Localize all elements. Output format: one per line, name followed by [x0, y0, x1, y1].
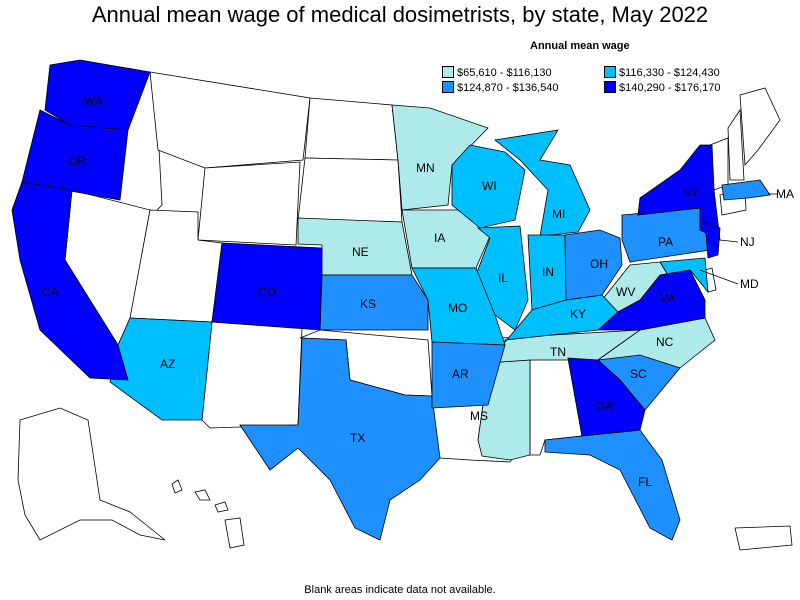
label-AR: AR	[452, 367, 469, 381]
legend-swatch-tier-1	[442, 66, 454, 78]
label-WA: WA	[84, 94, 103, 108]
map-title: Annual mean wage of medical dosimetrists…	[91, 2, 709, 27]
leader-line-md	[699, 269, 739, 285]
label-MO: MO	[448, 301, 467, 315]
legend-label-tier-1: $65,610 - $116,130	[457, 67, 552, 79]
state-ME	[739, 87, 781, 166]
state-NY	[637, 144, 721, 241]
state-ND	[304, 97, 399, 161]
label-IN: IN	[542, 265, 554, 279]
legend-item-tier-4: $140,290 - $176,170	[604, 81, 721, 94]
label-PA: PA	[658, 235, 673, 249]
label-NC: NC	[656, 335, 674, 349]
label-WV: WV	[616, 285, 635, 299]
label-VA: VA	[660, 291, 675, 305]
label-NE: NE	[352, 245, 369, 259]
legend-label-tier-2: $116,330 - $124,430	[619, 67, 720, 79]
legend-swatch-tier-3	[442, 81, 454, 93]
state-MI	[494, 129, 591, 237]
label-NJ: NJ	[740, 235, 755, 249]
state-CO	[211, 242, 323, 331]
legend-swatch-tier-4	[604, 81, 616, 93]
label-OH: OH	[590, 257, 608, 271]
label-MI: MI	[552, 207, 565, 221]
label-MD: MD	[740, 277, 759, 291]
label-MN: MN	[416, 161, 435, 175]
leader-line-nj	[719, 239, 739, 243]
label-MS: MS	[470, 409, 488, 423]
label-TN: TN	[550, 345, 566, 359]
state-AR	[431, 341, 506, 409]
label-OR: OR	[68, 154, 86, 168]
territory-PR	[734, 525, 793, 551]
legend-label-tier-4: $140,290 - $176,170	[619, 82, 721, 94]
state-WI	[451, 144, 526, 229]
legend-swatch-tier-2	[604, 66, 616, 78]
state-MD	[659, 257, 709, 294]
legend-label-tier-3: $124,870 - $136,540	[457, 82, 559, 94]
label-TX: TX	[350, 431, 365, 445]
label-AZ: AZ	[160, 357, 175, 371]
state-MN	[391, 104, 489, 211]
label-FL: FL	[638, 475, 652, 489]
state-WY	[197, 161, 301, 246]
label-GA: GA	[596, 399, 613, 413]
label-IL: IL	[498, 271, 508, 285]
legend-item-tier-2: $116,330 - $124,430	[604, 66, 720, 79]
label-CA: CA	[42, 285, 59, 299]
state-FL	[544, 429, 681, 541]
state-KY	[504, 294, 619, 344]
state-MT	[149, 71, 311, 169]
legend-title: Annual mean wage	[530, 40, 630, 52]
state-SD	[297, 157, 403, 223]
legend-item-tier-3: $124,870 - $136,540	[442, 81, 559, 94]
state-NM	[201, 321, 303, 429]
state-AK	[17, 407, 166, 541]
state-HI	[171, 479, 245, 549]
state-OH	[564, 229, 623, 301]
state-NH	[727, 108, 745, 181]
label-KS: KS	[360, 297, 376, 311]
label-IA: IA	[434, 231, 445, 245]
footnote: Blank areas indicate data not available.	[304, 584, 496, 596]
label-WI: WI	[482, 179, 497, 193]
leader-lines	[699, 193, 778, 285]
state-MA	[721, 179, 771, 201]
state-CA	[11, 181, 129, 381]
state-OR	[21, 109, 129, 201]
tier-4-states	[11, 59, 721, 437]
label-NY: NY	[682, 185, 699, 199]
state-IL	[475, 225, 529, 331]
state-NJ	[704, 221, 721, 259]
tier-3-states	[239, 179, 771, 541]
label-CO: CO	[258, 285, 276, 299]
state-VA	[596, 269, 706, 331]
state-TX	[239, 337, 441, 541]
state-GA	[567, 357, 646, 437]
legend-item-tier-1: $65,610 - $116,130	[442, 66, 552, 79]
tier-2-states	[109, 129, 709, 421]
label-SC: SC	[630, 367, 647, 381]
label-KY: KY	[570, 307, 586, 321]
state-labels: WA OR CA AZ CO NE KS TX MN IA MO AR MS W…	[42, 94, 794, 489]
label-MA: MA	[776, 187, 794, 201]
